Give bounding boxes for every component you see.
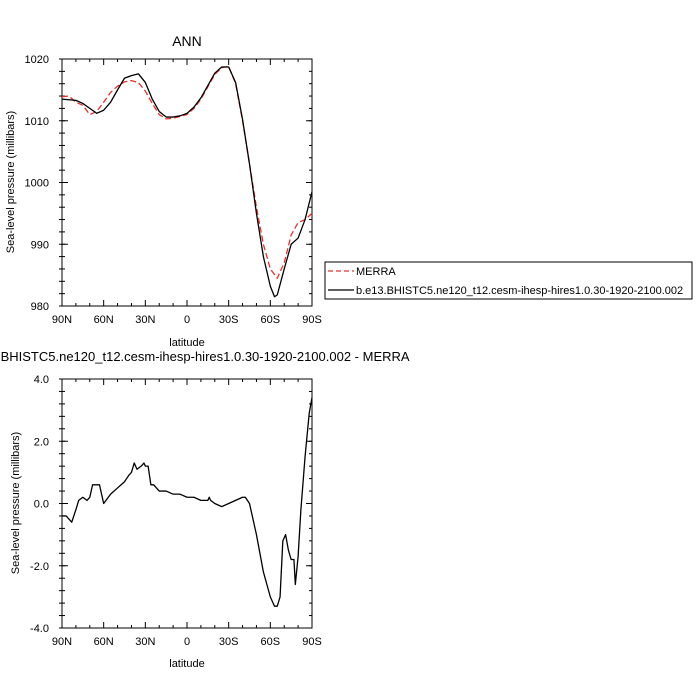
top-x-tick-label: 30N	[135, 314, 155, 326]
top-x-tick-label: 60N	[94, 314, 114, 326]
top-y-tick-label: 1000	[25, 178, 49, 190]
legend-box	[324, 261, 693, 300]
top-series-line-merra	[61, 65, 313, 279]
bottom-x-tick-label: 30N	[135, 636, 155, 648]
top-x-tick-label: 90N	[52, 314, 72, 326]
top-y-tick-label: 980	[31, 301, 49, 313]
bottom-x-tick-label: 60N	[94, 636, 114, 648]
bottom-chart: b.e13.BHISTC5.ne120_t12.cesm-ihesp-hires…	[0, 349, 410, 670]
top-x-axis-label: latitude	[169, 337, 204, 349]
top-x-tick-label: 60S	[261, 314, 281, 326]
bottom-y-axis-label: Sea-level pressure (millibars)	[10, 432, 22, 574]
bottom-x-tick-label: 90N	[52, 636, 72, 648]
top-y-axis-label: Sea-level pressure (millibars)	[5, 111, 17, 253]
top-x-tick-label: 0	[184, 314, 190, 326]
top-x-tick-label: 90S	[302, 314, 322, 326]
top-chart-title: ANN	[172, 33, 202, 49]
top-plot-frame	[61, 58, 313, 307]
legend: MERRA b.e13.BHISTC5.ne120_t12.cesm-ihesp…	[324, 261, 693, 300]
bottom-y-tick-label: 4.0	[34, 374, 49, 386]
legend-label-merra: MERRA	[356, 266, 396, 278]
bottom-series-group	[62, 397, 313, 607]
top-series-line-model	[61, 66, 313, 298]
top-y-tick-label: 1020	[25, 54, 49, 66]
top-series-group	[61, 65, 313, 298]
bottom-x-axis-label: latitude	[169, 658, 204, 670]
bottom-y-tick-label: -4.0	[30, 623, 49, 635]
bottom-x-tick-label: 90S	[302, 636, 322, 648]
bottom-y-tick-label: -2.0	[30, 561, 49, 573]
bottom-y-tick-label: 2.0	[34, 436, 49, 448]
bottom-x-tick-label: 60S	[261, 636, 281, 648]
bottom-series-line-model	[62, 397, 313, 607]
top-axis-ticks: 90N 60N 30N 0 30S 60S 90S 980 990 1000 1010 1020	[25, 54, 322, 326]
bottom-axis-ticks: 90N 60N 30N 0 30S 60S 90S -4.0 -2.0 0.0 2.0 4.0	[30, 374, 322, 648]
top-y-tick-label: 990	[31, 239, 49, 251]
bottom-chart-title: b.e13.BHISTC5.ne120_t12.cesm-ihesp-hires…	[0, 349, 410, 364]
top-x-tick-label: 30S	[219, 314, 239, 326]
legend-label-model: b.e13.BHISTC5.ne120_t12.cesm-ihesp-hires…	[356, 285, 683, 297]
bottom-x-tick-label: 0	[184, 636, 190, 648]
top-y-tick-label: 1010	[25, 116, 49, 128]
bottom-plot-frame	[61, 378, 313, 629]
bottom-y-tick-label: 0.0	[34, 499, 49, 511]
bottom-x-tick-label: 30S	[219, 636, 239, 648]
top-chart: ANN 90N 60N 30N 0 30S 60S 90S 980 990 1000 1010 102…	[5, 33, 322, 349]
